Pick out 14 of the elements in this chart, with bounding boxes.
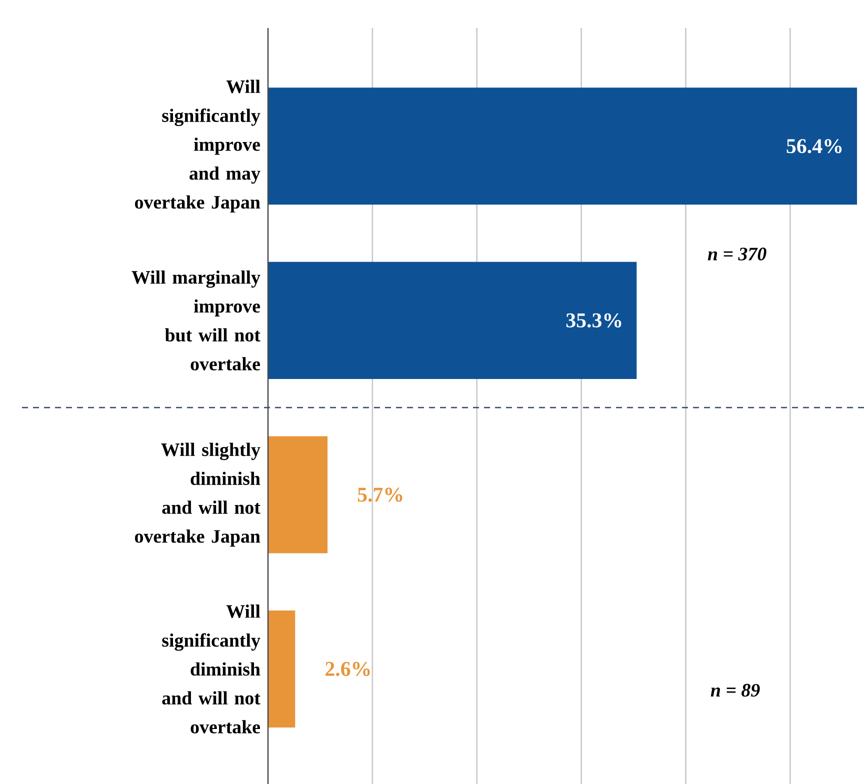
bar — [268, 88, 858, 205]
data-label: 35.3% — [566, 313, 622, 328]
y-tick-label: Will significantly improve and may overtake Japan — [135, 80, 260, 213]
annotation: n = 370 — [708, 248, 766, 260]
bar — [268, 610, 296, 728]
y-tick-label: Will significantly diminish and will not overtake — [162, 604, 260, 734]
y-tick-label: Will slightly diminish and will not overtake Japan — [135, 442, 260, 547]
data-label: 2.6% — [326, 662, 370, 676]
y-tick-label: Will marginally improve but will not overtake — [132, 270, 260, 370]
bar — [268, 436, 328, 554]
data-label: 56.4% — [786, 139, 842, 154]
bar — [268, 262, 637, 379]
data-label: 5.7% — [358, 488, 402, 502]
annotation: n = 89 — [710, 684, 760, 697]
